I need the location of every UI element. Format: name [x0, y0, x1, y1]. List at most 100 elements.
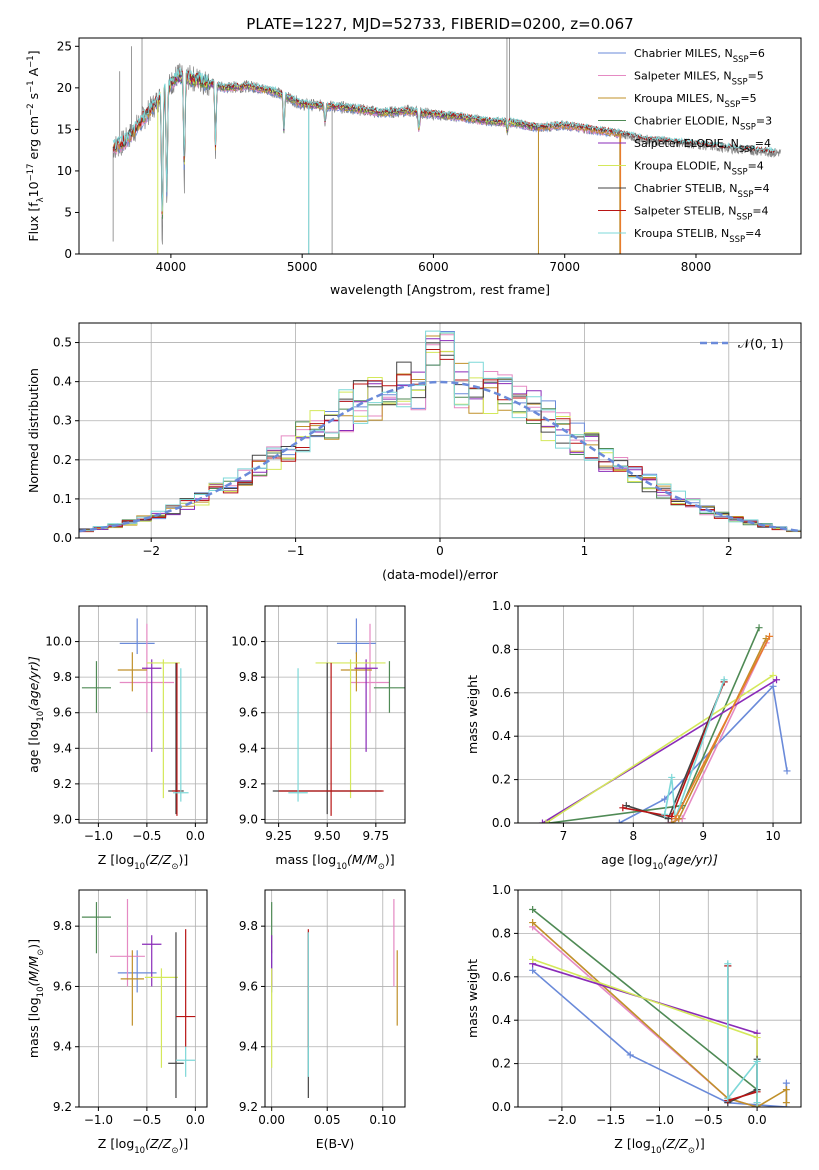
- legend-label: Kroupa ELODIE, NSSP=4: [634, 160, 764, 178]
- residual-histogram: [79, 349, 801, 533]
- mass_vs_ebv-axes: 0.00 0.05 0.10 9.2 9.4 9.6 9.8: [239, 890, 405, 1127]
- weight-series: [661, 676, 728, 823]
- legend-label: Chabrier ELODIE, NSSP=3: [634, 115, 772, 133]
- y-tick-label: 9.8: [53, 670, 72, 684]
- age_vs_mass-axes: 9.25 9.50 9.75 9.0 9.2 9.4 9.6 9.8 10.0: [231, 606, 405, 843]
- x-tick-label: 4000: [156, 260, 187, 274]
- weight-line: [545, 674, 774, 823]
- gaussian-curve: [78, 380, 802, 533]
- error-point: [175, 929, 196, 1047]
- weight-marker: [529, 966, 537, 974]
- weight-marker: [619, 804, 627, 812]
- y-tick-label: 9.6: [53, 706, 72, 720]
- legend-label: Kroupa STELIB, NSSP=4: [634, 227, 761, 245]
- error-point: [142, 935, 162, 987]
- residual-histogram: [79, 330, 801, 532]
- y-axis-label: age [log10(age/yr)]: [26, 656, 46, 773]
- y-axis-label: Flux [fλ10−17 erg cm−2 s−1 A−1]: [26, 50, 46, 241]
- weight-marker: [538, 819, 546, 823]
- error-point: [175, 1046, 196, 1077]
- y-tick-label: 5: [64, 205, 72, 219]
- y-tick-label: 0.3: [53, 414, 72, 428]
- figure-title: PLATE=1227, MJD=52733, FIBERID=0200, z=0…: [246, 15, 633, 33]
- y-tick-label: 0.2: [53, 453, 72, 467]
- weight-series: [671, 632, 774, 823]
- weight-marker: [615, 819, 623, 823]
- x-tick-label: 5000: [287, 260, 318, 274]
- y-tick-label: 0.2: [492, 1057, 511, 1071]
- weight-marker: [755, 624, 763, 632]
- y-tick-label: 25: [57, 39, 72, 53]
- model-spectrum: [112, 67, 776, 212]
- x-tick-label: 6000: [418, 260, 449, 274]
- legend-label: 𝒩(0, 1): [738, 336, 784, 351]
- error-point: [315, 659, 386, 799]
- x-tick-label: 0.05: [314, 1113, 341, 1127]
- y-tick-label: 0.5: [53, 336, 72, 350]
- weight-marker: [529, 919, 537, 927]
- weight-marker: [753, 1099, 761, 1107]
- x-tick-label: −2.0: [547, 1113, 576, 1127]
- y-tick-label: 15: [57, 122, 72, 136]
- x-tick-label: 9: [699, 829, 707, 843]
- x-axis-label: mass [log10(M/M⊙)]: [275, 852, 394, 872]
- y-tick-label: 9.2: [239, 777, 258, 791]
- error-point: [142, 659, 162, 752]
- y-axis-label: mass weight: [465, 675, 480, 754]
- error-point: [288, 668, 308, 802]
- y-tick-label: 0.8: [492, 926, 511, 940]
- y-tick-label: 10.0: [231, 635, 258, 649]
- mass_vs_ebv-frame: [264, 889, 406, 1108]
- weight-marker: [661, 810, 669, 818]
- x-tick-label: 0.00: [258, 1113, 285, 1127]
- y-tick-label: 9.0: [53, 812, 72, 826]
- y-tick-label: 10: [57, 164, 72, 178]
- y-tick-label: 0.4: [492, 1013, 511, 1027]
- x-tick-label: −2: [142, 544, 160, 558]
- y-tick-label: 1.0: [492, 883, 511, 897]
- x-tick-label: −0.5: [132, 1113, 161, 1127]
- weight_vs_Z-frame: [517, 889, 802, 1108]
- error-point: [336, 618, 376, 655]
- age_vs_Z-frame: [78, 605, 208, 824]
- error-point: [117, 652, 147, 692]
- x-tick-label: −0.5: [694, 1113, 723, 1127]
- y-tick-label: 0.4: [492, 729, 511, 743]
- weight-marker: [724, 960, 732, 968]
- y-tick-label: 0.2: [492, 773, 511, 787]
- y-tick-label: 9.2: [53, 1100, 72, 1114]
- weight-line: [532, 926, 758, 1107]
- error-point: [146, 659, 180, 799]
- error-point: [144, 968, 178, 1068]
- weight-marker: [720, 676, 728, 684]
- y-axis-label: mass weight: [465, 959, 480, 1038]
- weight-series: [724, 960, 761, 1107]
- y-tick-label: 9.0: [239, 812, 258, 826]
- x-tick-label: −1.5: [596, 1113, 625, 1127]
- weight-line: [726, 966, 758, 1104]
- weight-marker: [753, 1057, 761, 1065]
- legend-label: Salpeter ELODIE, NSSP=4: [634, 137, 771, 155]
- error-point: [373, 661, 405, 713]
- y-tick-label: 1.0: [492, 599, 511, 613]
- error-point: [168, 932, 184, 1098]
- weight-marker: [626, 1051, 634, 1059]
- weight-marker: [782, 1099, 790, 1107]
- weight-line: [663, 679, 725, 819]
- weight-marker: [769, 682, 777, 690]
- y-tick-label: 0.1: [53, 492, 72, 506]
- x-tick-label: −1.0: [645, 1113, 674, 1127]
- mass_vs_Z-frame: [78, 889, 208, 1108]
- x-tick-label: 0.0: [186, 829, 205, 843]
- x-axis-label: age [log10(age/yr)]: [601, 852, 718, 872]
- weight-marker: [529, 906, 537, 914]
- y-tick-label: 10.0: [45, 635, 72, 649]
- x-tick-label: 7000: [549, 260, 580, 274]
- y-tick-label: 0.0: [492, 1100, 511, 1114]
- x-tick-label: 8000: [681, 260, 712, 274]
- y-tick-label: 9.4: [239, 1040, 258, 1054]
- y-tick-label: 0.0: [492, 816, 511, 830]
- legend-label: Salpeter STELIB, NSSP=4: [634, 205, 769, 223]
- weight-marker: [753, 1034, 761, 1042]
